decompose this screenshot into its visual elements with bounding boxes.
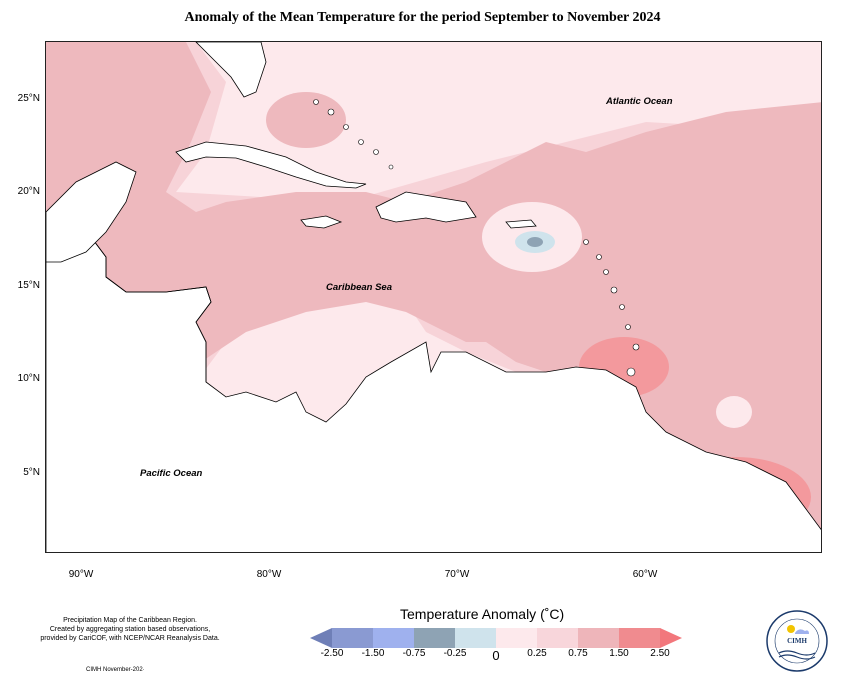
hispaniola-land <box>375 191 477 223</box>
lon-label-90: 90°W <box>68 569 94 580</box>
lon-label-80: 80°W <box>256 569 282 580</box>
legend-cell <box>332 628 374 648</box>
lat-label-20: 20°N <box>17 186 40 197</box>
anomaly-map <box>46 42 821 552</box>
lon-label-60: 60°W <box>632 569 658 580</box>
legend-tick-label: 0.75 <box>568 648 588 659</box>
caribbean-sea-label: Caribbean Sea <box>326 282 392 293</box>
atlantic-ocean-label: Atlantic Ocean <box>606 96 673 107</box>
cimh-date: CIMH November-202· <box>86 667 145 673</box>
puerto-rico-land <box>505 219 537 229</box>
legend-tick-label: -1.50 <box>361 648 385 659</box>
lat-label-5: 5°N <box>23 467 40 478</box>
legend-tick-label: 2.50 <box>650 648 670 659</box>
legend-arrow-low <box>310 628 332 648</box>
legend-tick-label: 0.25 <box>527 648 547 659</box>
legend-cell <box>578 628 620 648</box>
jamaica-land <box>300 215 343 229</box>
credit-line-3: provided by CariCOF, with NCEP/NCAR Rean… <box>40 635 220 642</box>
legend-cell <box>619 628 661 648</box>
legend-tick-label: -2.50 <box>320 648 344 659</box>
florida-land <box>195 42 267 98</box>
legend-cell <box>414 628 456 648</box>
anomaly-band-1-50 <box>46 42 821 552</box>
legend-tick-label: -0.25 <box>443 648 467 659</box>
credit-text: Precipitation Map of the Caribbean Regio… <box>10 616 250 643</box>
yucatan-land <box>46 161 137 263</box>
cimh-logo <box>766 610 828 672</box>
credit-line-1: Precipitation Map of the Caribbean Regio… <box>63 617 197 624</box>
bahamas-anomaly <box>266 92 346 148</box>
legend-cell <box>496 628 538 648</box>
legend-tick-label: 0 <box>492 648 500 663</box>
legend-colorbar <box>310 628 682 648</box>
credit-line-2: Created by aggregating station based obs… <box>49 626 211 633</box>
legend-cell <box>537 628 579 648</box>
lat-label-10: 10°N <box>17 373 40 384</box>
lat-label-25: 25°N <box>17 93 40 104</box>
lon-label-70: 70°W <box>444 569 470 580</box>
lat-label-15: 15°N <box>17 280 40 291</box>
legend-title: Temperature Anomaly (˚C) <box>400 606 565 622</box>
legend-cell <box>373 628 415 648</box>
lesser-antilles <box>313 99 640 377</box>
logo-text: CIMH <box>787 637 807 645</box>
map-panel: Atlantic Ocean Caribbean Sea Pacific Oce… <box>45 41 822 553</box>
guyana-spot <box>716 396 752 428</box>
florida-spot <box>326 58 366 82</box>
legend-arrow-high <box>660 628 682 648</box>
legend-tick-label: 1.50 <box>609 648 629 659</box>
map-title: Anomaly of the Mean Temperature for the … <box>184 10 661 25</box>
legend-cell <box>455 628 497 648</box>
pacific-ocean-label: Pacific Ocean <box>140 468 203 479</box>
negative-core <box>527 237 543 247</box>
cuba-land <box>175 141 367 189</box>
legend-tick-label: -0.75 <box>402 648 426 659</box>
